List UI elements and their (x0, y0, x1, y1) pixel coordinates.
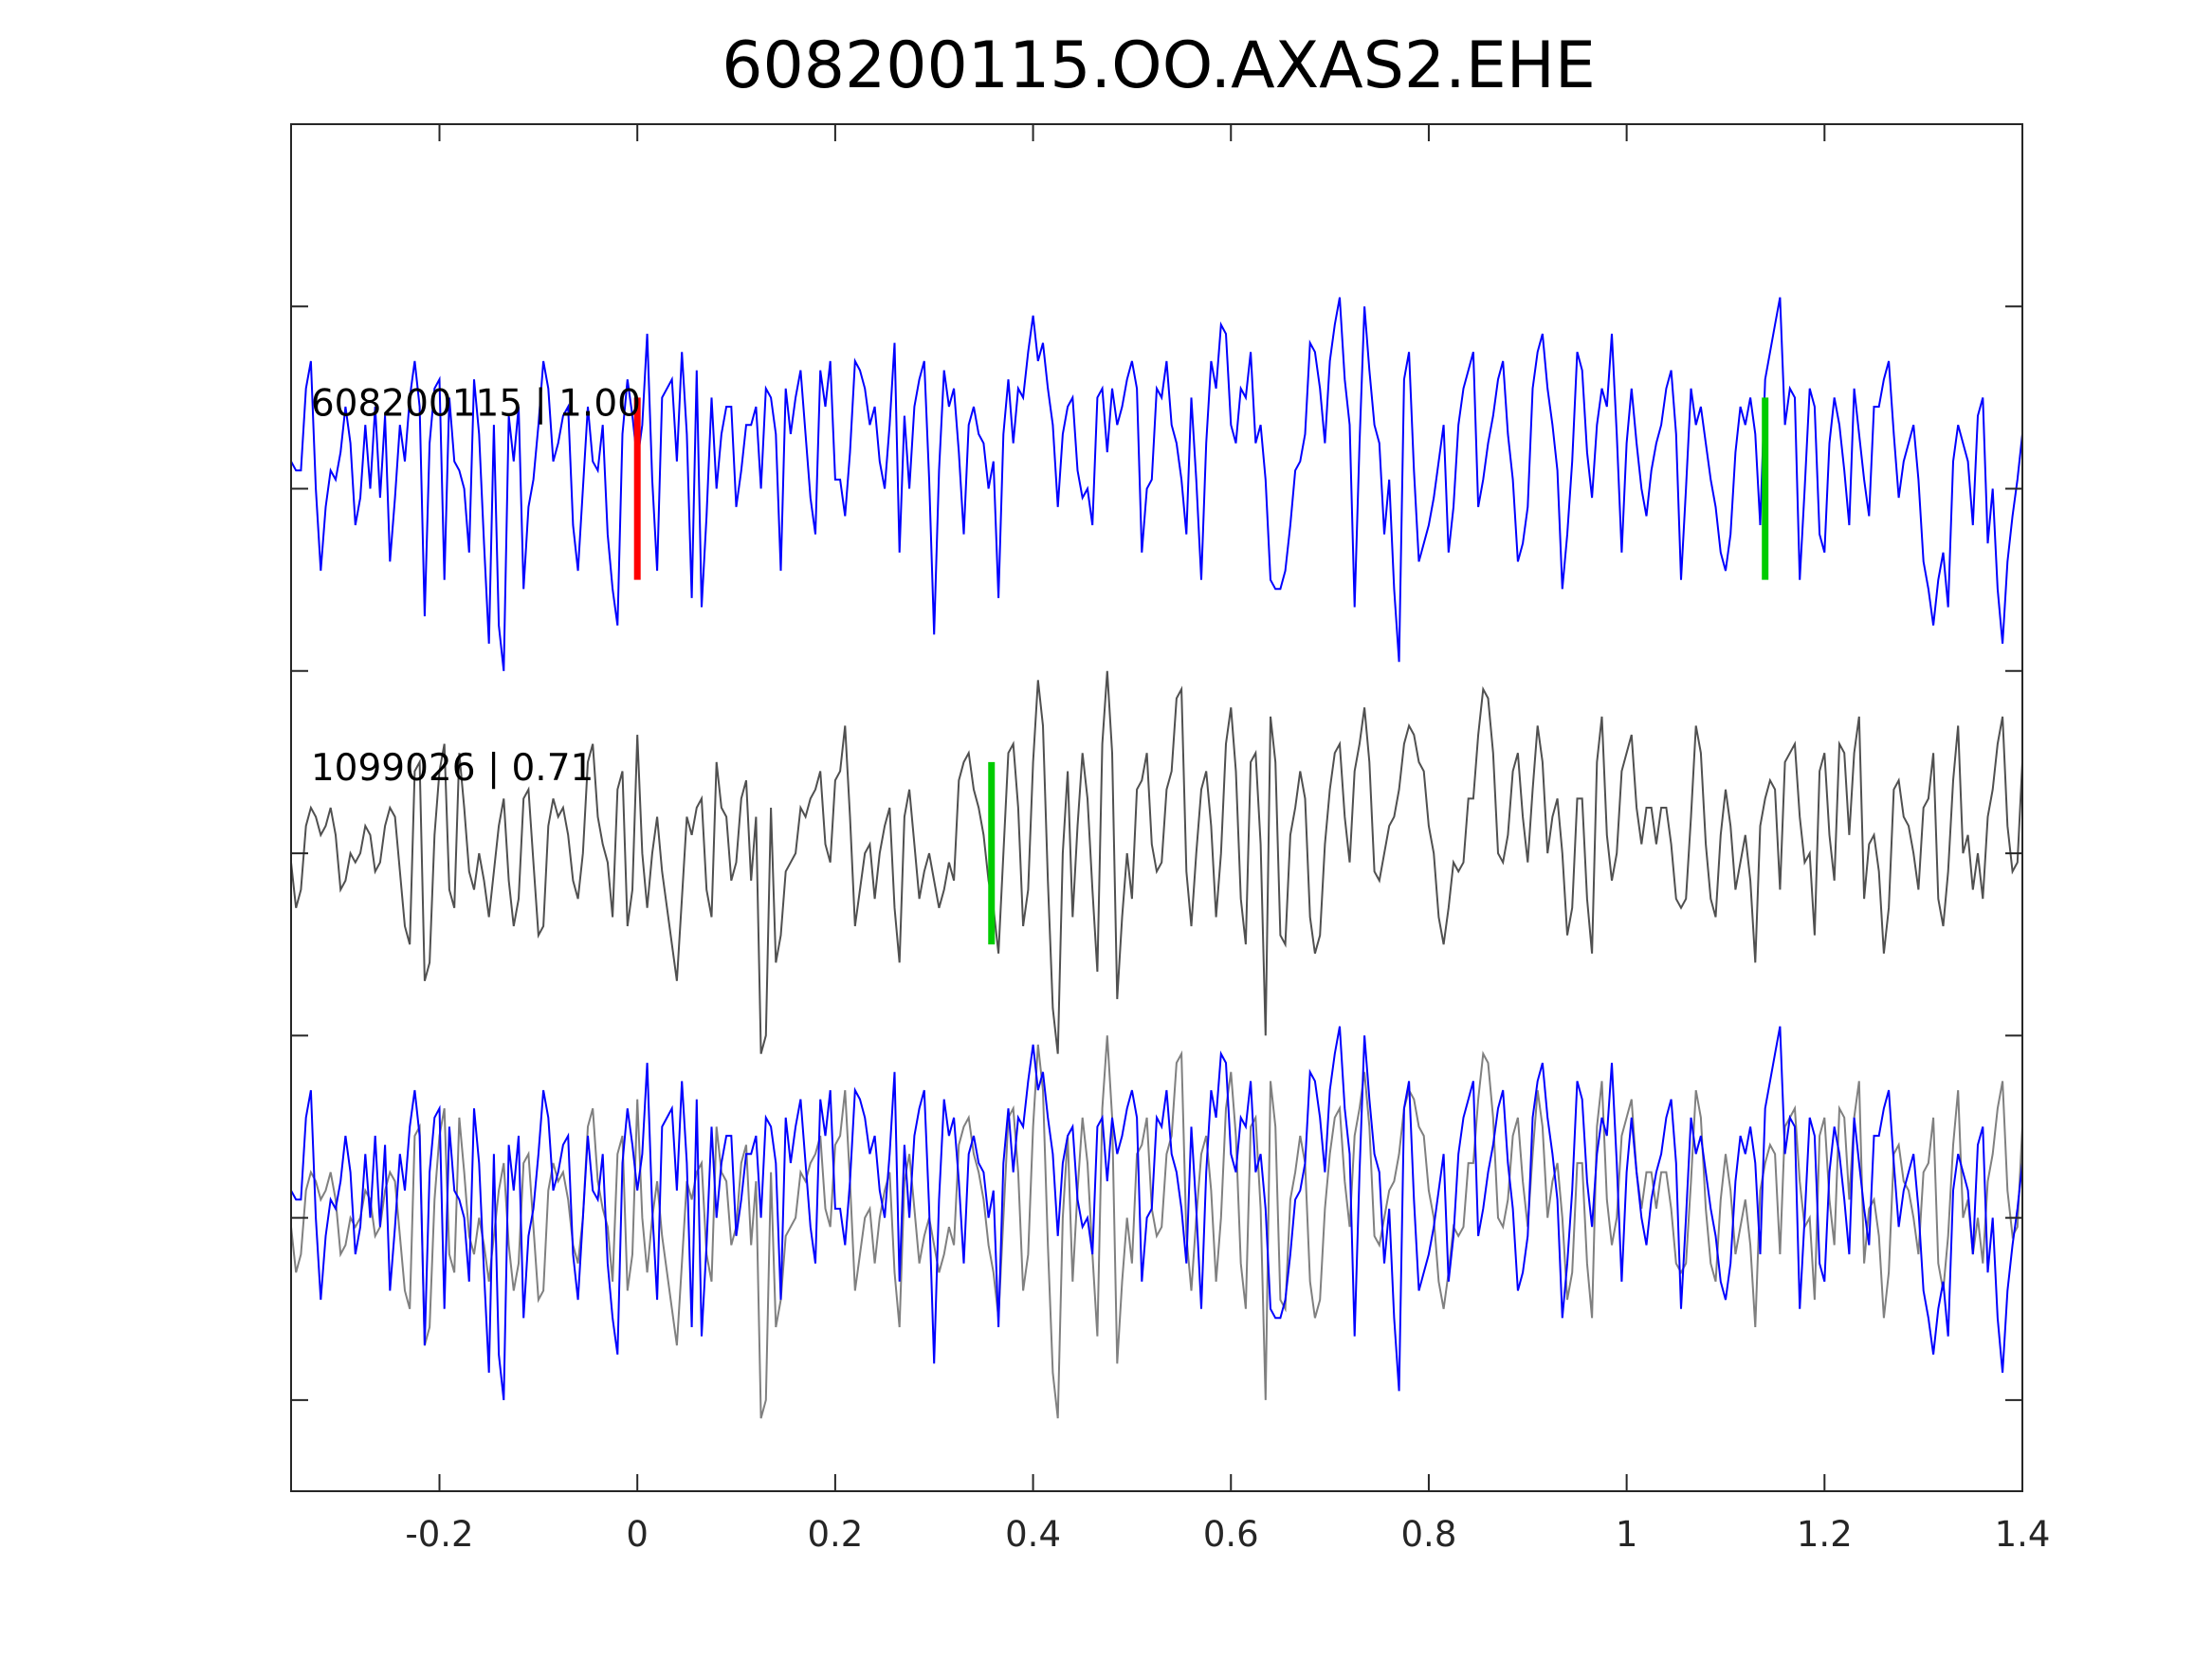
x-tick-label: -0.2 (405, 1514, 473, 1555)
trace-2 (290, 670, 2023, 1054)
axis-ticks: -0.2 0 0.2 0.4 0.6 0.8 1 1.2 1.4 (291, 123, 2051, 1555)
x-tick-label: 0.4 (1005, 1514, 1061, 1555)
x-tick-label: 0 (626, 1514, 649, 1555)
x-tick-label: 0.8 (1401, 1514, 1457, 1555)
x-tick-label: 1.2 (1797, 1514, 1853, 1555)
x-tick-label: 1.4 (1995, 1514, 2051, 1555)
x-tick-label: 1 (1616, 1514, 1638, 1555)
trace-label-2: 1099026 | 0.71 (311, 747, 594, 790)
chart-title: 608200115.OO.AXAS2.EHE (722, 28, 1596, 103)
trace-label-1: 608200115 | 1.00 (311, 383, 641, 426)
axes-box (290, 123, 2023, 1492)
plot-area: 608200115 | 1.00 1099026 | 0.71 (290, 261, 2023, 1419)
x-tick-label: 0.6 (1203, 1514, 1259, 1555)
overlay-detection-trace (290, 1035, 2023, 1419)
overlay-template-trace (290, 990, 2023, 1401)
x-tick-label: 0.2 (807, 1514, 863, 1555)
